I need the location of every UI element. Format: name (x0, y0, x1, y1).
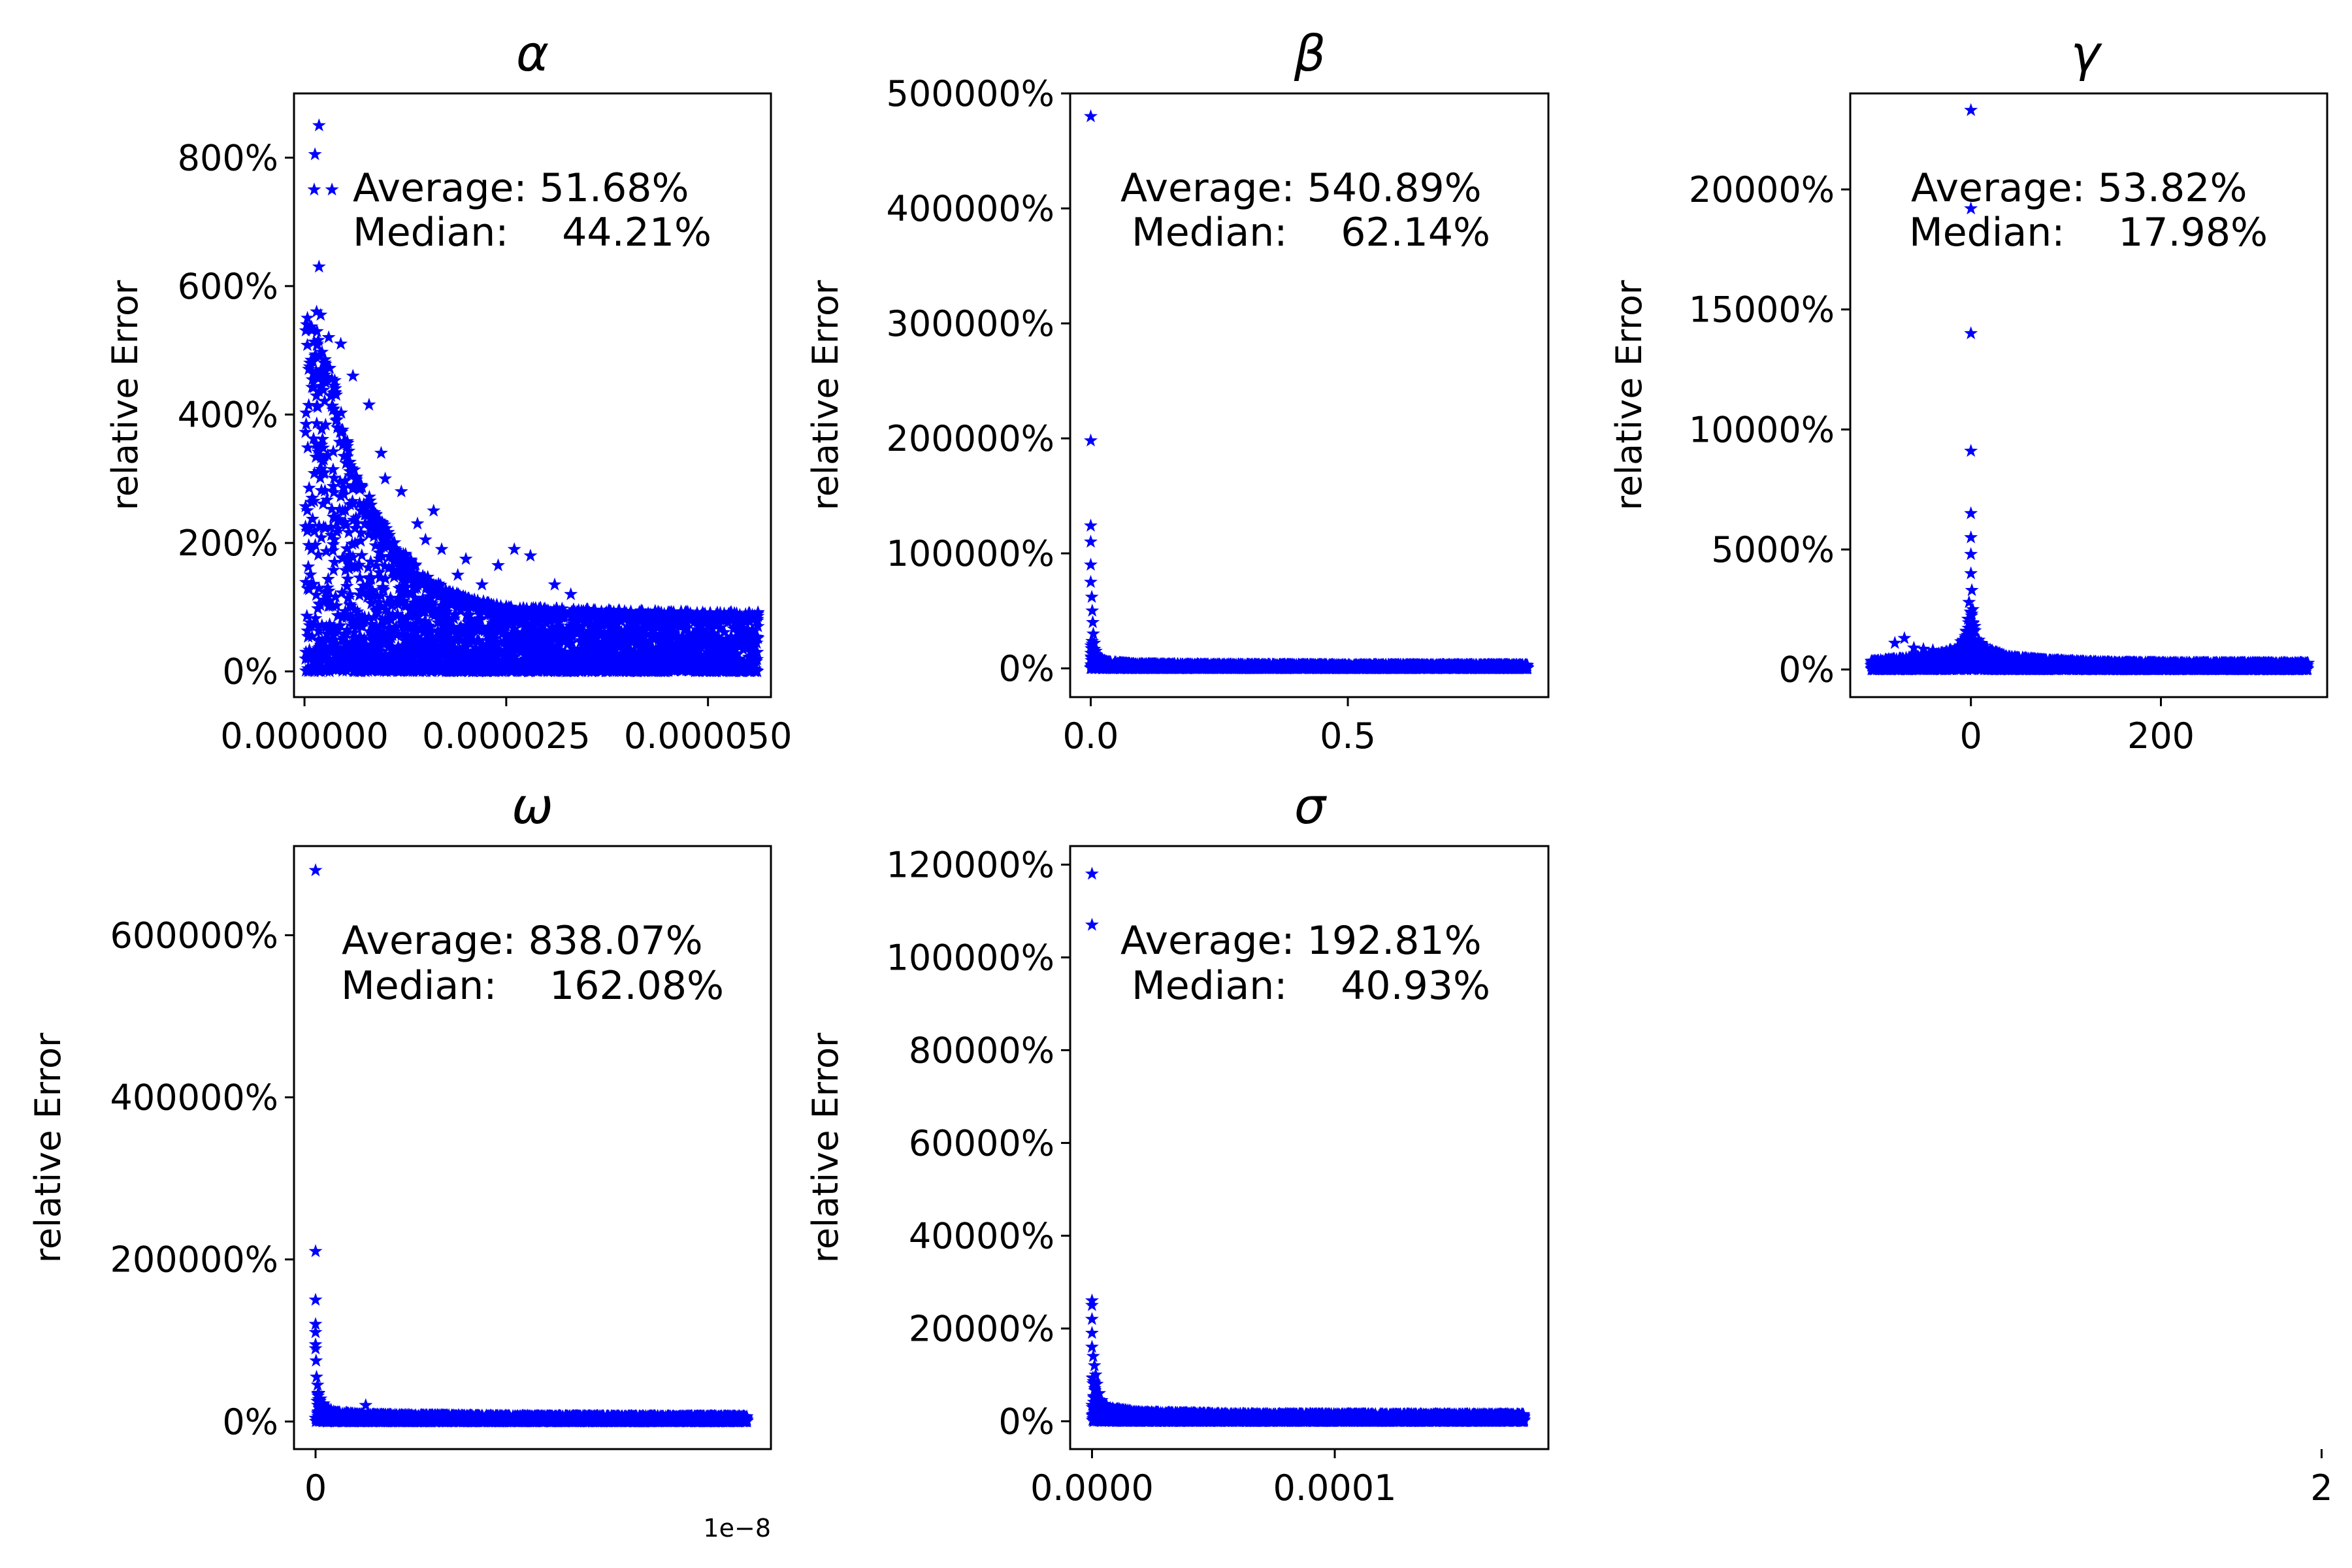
data-point (300, 609, 314, 622)
data-point (355, 548, 368, 561)
y-axis-label: relative Error (105, 280, 146, 510)
alpha-panel: α relative Error 0%200%400%600%800%0.000… (105, 24, 792, 757)
data-point (302, 481, 316, 494)
scatter-cloud (299, 311, 765, 678)
panel-title: α (516, 24, 549, 82)
data-point (301, 560, 315, 573)
data-point (306, 512, 319, 525)
data-point (326, 463, 340, 476)
